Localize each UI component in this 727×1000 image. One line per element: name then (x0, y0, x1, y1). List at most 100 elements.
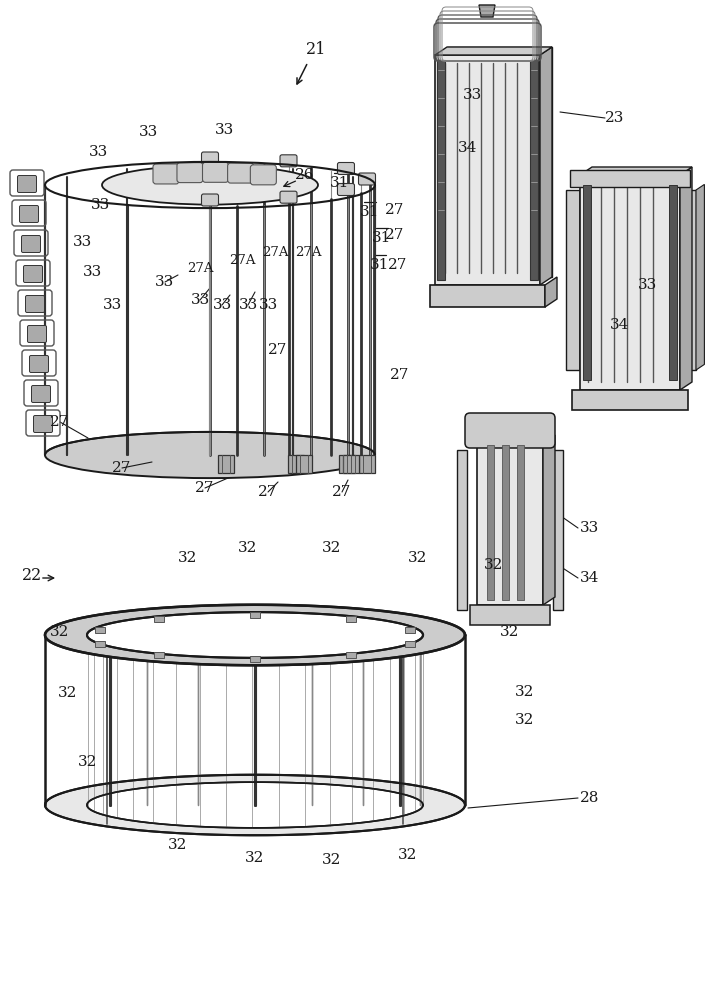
Text: 27A: 27A (262, 245, 288, 258)
Text: 34: 34 (610, 318, 630, 332)
Text: 32: 32 (500, 625, 520, 639)
Text: 27: 27 (258, 485, 278, 499)
Polygon shape (696, 184, 704, 370)
Text: 33: 33 (462, 88, 481, 102)
Polygon shape (430, 285, 545, 307)
Text: 27A: 27A (187, 261, 213, 274)
Text: 27: 27 (196, 481, 214, 495)
Polygon shape (580, 167, 692, 175)
Polygon shape (540, 47, 552, 285)
Text: 32: 32 (322, 541, 342, 555)
FancyBboxPatch shape (25, 296, 44, 312)
Polygon shape (583, 185, 591, 380)
Text: 34: 34 (458, 141, 478, 155)
Text: 34: 34 (580, 571, 599, 585)
Polygon shape (580, 184, 588, 370)
FancyBboxPatch shape (22, 235, 41, 252)
Polygon shape (437, 60, 445, 280)
Polygon shape (45, 605, 465, 665)
Text: 33: 33 (89, 145, 108, 159)
FancyBboxPatch shape (346, 616, 356, 622)
Text: 32: 32 (58, 686, 78, 700)
Text: 27: 27 (332, 485, 352, 499)
FancyBboxPatch shape (154, 652, 164, 658)
FancyBboxPatch shape (343, 455, 359, 473)
Text: 21: 21 (306, 41, 326, 58)
Ellipse shape (45, 432, 375, 478)
Text: 27: 27 (385, 228, 405, 242)
Text: 33: 33 (258, 298, 278, 312)
FancyBboxPatch shape (17, 176, 36, 192)
FancyBboxPatch shape (358, 455, 374, 473)
FancyBboxPatch shape (95, 641, 105, 647)
FancyBboxPatch shape (465, 413, 555, 448)
Text: 22: 22 (22, 566, 42, 584)
Text: 33: 33 (90, 198, 110, 212)
Text: 33: 33 (138, 125, 158, 139)
FancyBboxPatch shape (30, 356, 49, 372)
Text: 32: 32 (398, 848, 418, 862)
FancyBboxPatch shape (28, 326, 47, 342)
Polygon shape (45, 775, 465, 835)
Text: 27A: 27A (229, 253, 255, 266)
Text: 33: 33 (190, 293, 209, 307)
Polygon shape (543, 435, 555, 605)
Text: 32: 32 (484, 558, 504, 572)
Text: 32: 32 (169, 838, 188, 852)
Text: 33: 33 (580, 521, 599, 535)
Text: 27: 27 (50, 415, 70, 429)
Polygon shape (553, 450, 563, 610)
Text: 33: 33 (638, 278, 657, 292)
Polygon shape (87, 782, 423, 828)
Polygon shape (435, 47, 552, 55)
FancyBboxPatch shape (405, 641, 415, 647)
FancyBboxPatch shape (217, 455, 233, 473)
Polygon shape (457, 450, 467, 610)
FancyBboxPatch shape (228, 163, 254, 183)
Text: 33: 33 (156, 275, 174, 289)
FancyBboxPatch shape (203, 162, 228, 182)
Polygon shape (680, 167, 692, 390)
Polygon shape (580, 175, 680, 390)
FancyBboxPatch shape (95, 627, 105, 633)
FancyBboxPatch shape (358, 173, 376, 185)
Text: 27: 27 (268, 343, 288, 357)
Polygon shape (477, 443, 543, 605)
FancyBboxPatch shape (337, 184, 355, 196)
Polygon shape (517, 445, 524, 600)
FancyBboxPatch shape (288, 455, 304, 473)
Polygon shape (435, 55, 540, 285)
Ellipse shape (102, 165, 318, 205)
Text: 32: 32 (50, 625, 70, 639)
Text: 27: 27 (388, 258, 408, 272)
FancyBboxPatch shape (337, 162, 355, 174)
FancyBboxPatch shape (201, 194, 219, 206)
Text: 32: 32 (238, 541, 257, 555)
FancyBboxPatch shape (346, 652, 356, 658)
Text: 32: 32 (515, 713, 534, 727)
FancyBboxPatch shape (405, 627, 415, 633)
FancyBboxPatch shape (33, 416, 52, 432)
Text: 31: 31 (361, 205, 379, 219)
Polygon shape (566, 190, 580, 370)
FancyBboxPatch shape (177, 163, 203, 183)
Text: 32: 32 (409, 551, 427, 565)
Text: 32: 32 (515, 685, 534, 699)
Polygon shape (470, 605, 550, 625)
FancyBboxPatch shape (250, 612, 260, 618)
Text: 32: 32 (245, 851, 265, 865)
FancyBboxPatch shape (153, 164, 179, 184)
Polygon shape (487, 445, 494, 600)
Polygon shape (447, 47, 552, 277)
Text: 27: 27 (390, 368, 410, 382)
Text: 27: 27 (112, 461, 132, 475)
Text: 33: 33 (73, 235, 92, 249)
Text: 33: 33 (82, 265, 102, 279)
FancyBboxPatch shape (280, 155, 297, 167)
FancyBboxPatch shape (31, 385, 50, 402)
Text: 27: 27 (385, 203, 405, 217)
Text: 31: 31 (370, 258, 390, 272)
FancyBboxPatch shape (280, 191, 297, 203)
Text: 33: 33 (212, 298, 232, 312)
Polygon shape (682, 190, 696, 370)
